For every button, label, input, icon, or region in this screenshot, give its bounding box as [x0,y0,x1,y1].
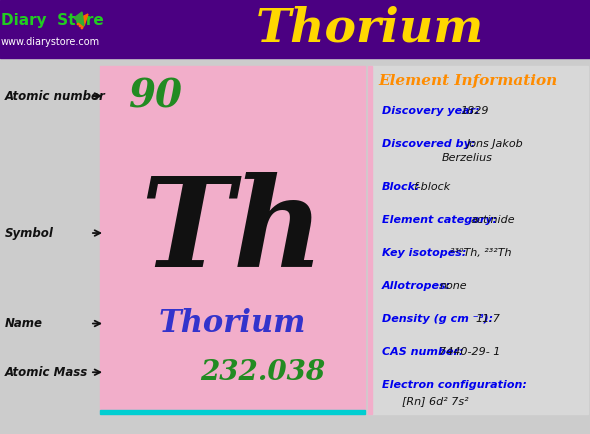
Text: Key isotopes:: Key isotopes: [382,248,466,258]
Text: CAS number:: CAS number: [382,347,464,357]
Text: Berzelius: Berzelius [442,153,493,163]
Text: Atomic Mass: Atomic Mass [5,366,88,379]
Text: Atomic number: Atomic number [5,89,106,102]
Text: 90: 90 [128,77,182,115]
Text: Symbol: Symbol [5,227,54,240]
Text: Diary  Store: Diary Store [1,13,103,27]
Text: Th: Th [140,172,324,294]
Text: Block:: Block: [382,182,421,192]
Bar [368,66,588,414]
Polygon shape [74,12,84,26]
Text: Electron configuration:: Electron configuration: [382,380,527,390]
Bar [0,0,590,58]
Text: Jons Jakob: Jons Jakob [467,139,524,149]
Text: ²³⁰Th, ²³²Th: ²³⁰Th, ²³²Th [450,248,511,258]
Text: [Rn] 6d² 7s²: [Rn] 6d² 7s² [402,396,468,406]
Text: 7440-29- 1: 7440-29- 1 [439,347,500,357]
Bar [368,66,372,414]
Text: Allotropes:: Allotropes: [382,281,451,291]
Text: 232.038: 232.038 [200,359,325,386]
Text: Thorium: Thorium [256,5,484,51]
Text: Element Information: Element Information [378,74,557,88]
Text: f-block: f-block [413,182,450,192]
Text: none: none [439,281,467,291]
Text: Name: Name [5,317,43,330]
Text: 1829: 1829 [460,106,489,116]
Text: Discovery year:: Discovery year: [382,106,480,116]
Text: Discovered by:: Discovered by: [382,139,476,149]
Text: 11.7: 11.7 [476,314,500,324]
Bar [100,410,365,414]
Text: www.diarystore.com: www.diarystore.com [1,37,100,47]
Text: actinide: actinide [470,215,515,225]
Text: Density (g cm ⁻³):: Density (g cm ⁻³): [382,314,493,324]
Bar [100,66,365,414]
Polygon shape [80,14,88,26]
Text: Element category:: Element category: [382,215,497,225]
Text: Thorium: Thorium [159,308,306,339]
